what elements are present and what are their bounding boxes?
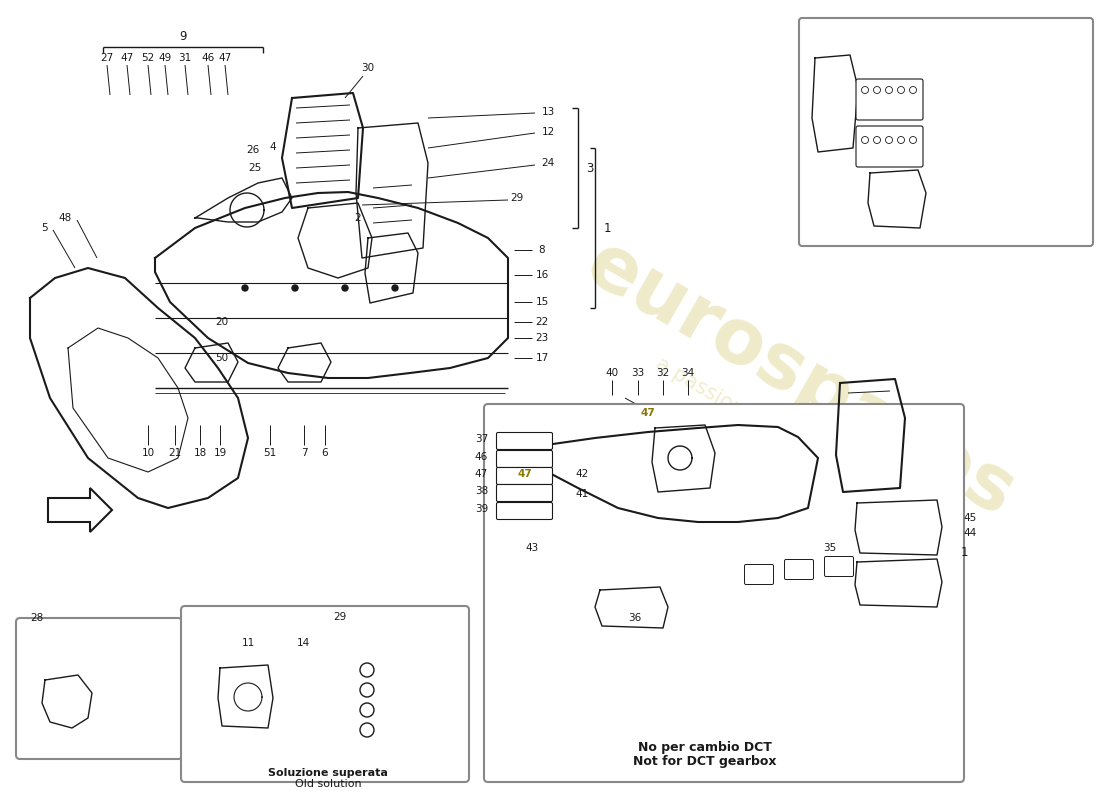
Text: 44: 44: [962, 528, 977, 538]
FancyBboxPatch shape: [496, 450, 552, 467]
Text: 47: 47: [518, 469, 532, 479]
Text: 6: 6: [321, 448, 328, 458]
Text: 1: 1: [960, 546, 968, 559]
Text: 45: 45: [962, 513, 977, 523]
Text: 20: 20: [216, 317, 229, 327]
Text: 33: 33: [631, 368, 645, 378]
Text: 10: 10: [142, 448, 155, 458]
Text: 3: 3: [586, 162, 594, 174]
FancyBboxPatch shape: [496, 433, 552, 450]
FancyBboxPatch shape: [799, 18, 1093, 246]
Text: 14: 14: [296, 638, 309, 648]
FancyBboxPatch shape: [496, 502, 552, 519]
Text: Old solution: Old solution: [295, 779, 361, 789]
FancyBboxPatch shape: [745, 565, 773, 585]
FancyBboxPatch shape: [182, 606, 469, 782]
Text: 40: 40: [605, 368, 618, 378]
Text: 52: 52: [142, 53, 155, 63]
Text: 47: 47: [475, 469, 488, 479]
Text: 47: 47: [640, 408, 656, 418]
Text: 30: 30: [362, 63, 375, 73]
Text: 31: 31: [178, 53, 191, 63]
Text: 43: 43: [526, 543, 539, 553]
Text: 37: 37: [475, 434, 488, 444]
Text: 7: 7: [300, 448, 307, 458]
Text: 19: 19: [213, 448, 227, 458]
Text: 51: 51: [263, 448, 276, 458]
Text: 12: 12: [541, 127, 554, 137]
Text: 29: 29: [510, 193, 524, 203]
Text: 23: 23: [536, 333, 549, 343]
Text: 26: 26: [246, 145, 260, 155]
Text: 35: 35: [824, 543, 837, 553]
Text: 4: 4: [270, 142, 276, 152]
Text: 34: 34: [681, 368, 694, 378]
FancyBboxPatch shape: [825, 557, 854, 577]
Text: 24: 24: [541, 158, 554, 168]
FancyBboxPatch shape: [496, 485, 552, 502]
FancyBboxPatch shape: [16, 618, 182, 759]
Text: Soluzione superata: Soluzione superata: [268, 768, 388, 778]
Text: 25: 25: [249, 163, 262, 173]
Text: 5: 5: [42, 223, 48, 233]
Text: 39: 39: [475, 504, 488, 514]
Text: 38: 38: [475, 486, 488, 496]
Text: 22: 22: [536, 317, 549, 327]
Text: 15: 15: [536, 297, 549, 307]
FancyBboxPatch shape: [856, 79, 923, 120]
Text: 47: 47: [219, 53, 232, 63]
FancyBboxPatch shape: [496, 467, 552, 485]
FancyBboxPatch shape: [784, 559, 814, 579]
Text: 9: 9: [179, 30, 187, 43]
Text: 8: 8: [539, 245, 546, 255]
Text: 36: 36: [628, 613, 641, 623]
Text: 27: 27: [100, 53, 113, 63]
Circle shape: [242, 285, 248, 291]
Text: 49: 49: [158, 53, 172, 63]
Text: 41: 41: [575, 489, 589, 499]
Circle shape: [342, 285, 348, 291]
Text: 1: 1: [603, 222, 611, 234]
Text: 11: 11: [241, 638, 254, 648]
Text: Not for DCT gearbox: Not for DCT gearbox: [634, 754, 777, 767]
Polygon shape: [48, 488, 112, 532]
Text: 13: 13: [541, 107, 554, 117]
Text: 18: 18: [194, 448, 207, 458]
Text: a passion for spares since 1975: a passion for spares since 1975: [652, 354, 948, 536]
Text: 17: 17: [536, 353, 549, 363]
Text: eurospares: eurospares: [572, 227, 1027, 533]
Text: 28: 28: [31, 613, 44, 623]
FancyBboxPatch shape: [484, 404, 964, 782]
Circle shape: [292, 285, 298, 291]
Text: 32: 32: [657, 368, 670, 378]
Text: No per cambio DCT: No per cambio DCT: [638, 742, 772, 754]
Text: 29: 29: [333, 612, 346, 622]
Text: 16: 16: [536, 270, 549, 280]
Text: 42: 42: [575, 469, 589, 479]
Text: 47: 47: [120, 53, 133, 63]
Text: 50: 50: [216, 353, 229, 363]
Text: 21: 21: [168, 448, 182, 458]
Circle shape: [392, 285, 398, 291]
Text: 48: 48: [58, 213, 72, 223]
Text: 2: 2: [354, 213, 361, 223]
Text: 46: 46: [475, 452, 488, 462]
Text: 46: 46: [201, 53, 214, 63]
FancyBboxPatch shape: [856, 126, 923, 167]
